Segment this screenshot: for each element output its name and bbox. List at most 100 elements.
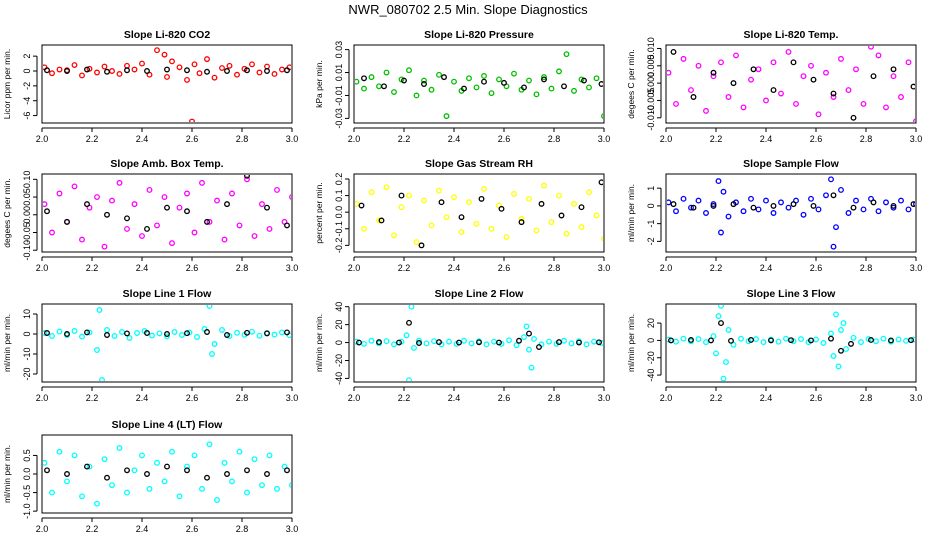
data-point-selected bbox=[358, 202, 365, 209]
panel-title: Slope Line 4 (LT) Flow bbox=[112, 419, 223, 431]
data-point-selected bbox=[224, 68, 230, 74]
data-point-selected bbox=[104, 474, 110, 481]
data-point bbox=[43, 201, 48, 208]
x-tick-label: 2.8 bbox=[548, 263, 561, 273]
plot-frame bbox=[665, 44, 917, 124]
data-point-selected bbox=[598, 81, 603, 87]
x-tick-label: 2.2 bbox=[398, 134, 411, 144]
x-tick-label: 2.2 bbox=[398, 393, 411, 403]
data-point bbox=[416, 337, 422, 344]
data-point bbox=[556, 192, 562, 199]
data-point bbox=[221, 459, 228, 466]
plot-frame bbox=[353, 44, 605, 124]
data-point-selected bbox=[790, 59, 797, 66]
y-tick-label: 40 bbox=[334, 302, 344, 312]
data-point-selected bbox=[284, 467, 290, 474]
points-layer bbox=[43, 305, 291, 381]
data-point bbox=[154, 459, 160, 466]
x-tick-label: 2.8 bbox=[860, 393, 873, 403]
panel-8: Slope Line 2 Flow 2.0 2.2 2.4 2.6 2.8 3.0 -40 -2… bbox=[314, 288, 610, 403]
data-point bbox=[568, 340, 575, 347]
data-point bbox=[443, 214, 450, 221]
plot-frame bbox=[41, 173, 293, 253]
data-point bbox=[411, 344, 417, 351]
data-point-selected bbox=[538, 200, 545, 207]
data-point-selected bbox=[124, 215, 130, 222]
data-point bbox=[169, 58, 175, 65]
data-point-selected bbox=[406, 319, 412, 326]
data-point bbox=[838, 55, 844, 62]
data-point bbox=[131, 66, 138, 73]
panel-3: Slope Li-820 Temp. 2.0 2.2 2.4 2.6 2.8 3.0 -0.0… bbox=[626, 29, 922, 144]
data-point bbox=[548, 219, 555, 226]
data-point bbox=[431, 338, 437, 345]
y-axis-label: ml/min per min. bbox=[626, 184, 636, 242]
data-point-selected bbox=[748, 337, 754, 343]
data-point bbox=[860, 206, 867, 213]
x-tick-label: 2.2 bbox=[86, 393, 99, 403]
data-point bbox=[903, 337, 909, 344]
data-point bbox=[139, 60, 145, 67]
y-tick-label: 0 bbox=[646, 203, 656, 208]
panel-6: Slope Sample Flow 2.0 2.2 2.4 2.6 2.8 3.0 -2 -1 0… bbox=[626, 158, 922, 273]
panel-title: Slope Amb. Box Temp. bbox=[110, 158, 223, 170]
data-point bbox=[169, 448, 175, 455]
data-point-selected bbox=[164, 463, 170, 470]
data-point bbox=[161, 51, 168, 58]
plot-frame bbox=[41, 434, 293, 514]
data-point bbox=[890, 73, 897, 80]
x-tick-label: 3.0 bbox=[910, 393, 923, 403]
x-tick-label: 2.6 bbox=[498, 393, 511, 403]
data-point bbox=[199, 179, 205, 186]
plot-frame bbox=[41, 44, 293, 124]
data-point bbox=[109, 197, 115, 204]
data-point bbox=[815, 206, 822, 213]
data-point bbox=[266, 452, 273, 459]
y-tick-label: 0.0 bbox=[334, 206, 344, 219]
data-point bbox=[406, 377, 412, 381]
x-tick-label: 2.2 bbox=[86, 524, 99, 534]
data-point-selected bbox=[828, 335, 834, 342]
data-point bbox=[725, 213, 732, 220]
data-point-selected bbox=[750, 66, 757, 73]
data-point bbox=[703, 210, 709, 216]
data-point bbox=[256, 69, 263, 76]
data-point bbox=[905, 59, 912, 66]
y-tick-label: 20 bbox=[646, 318, 656, 328]
data-point bbox=[101, 243, 108, 250]
y-axis-label: Licor ppm per min. bbox=[2, 49, 12, 119]
x-tick-label: 2.0 bbox=[36, 393, 49, 403]
data-point bbox=[413, 92, 420, 99]
data-point bbox=[413, 239, 420, 245]
data-point-selected bbox=[144, 68, 150, 74]
data-point bbox=[86, 463, 93, 470]
data-point bbox=[408, 305, 415, 310]
data-point bbox=[96, 307, 103, 313]
x-tick-label: 2.8 bbox=[860, 134, 873, 144]
y-tick-label: -0.005 bbox=[646, 88, 656, 114]
data-point bbox=[94, 500, 100, 507]
y-tick-label: -4 bbox=[22, 97, 32, 105]
x-tick-label: 3.0 bbox=[598, 134, 611, 144]
plot-frame bbox=[665, 303, 917, 383]
data-point-selected bbox=[718, 320, 724, 327]
data-point bbox=[473, 84, 480, 91]
panel-title: Slope Li-820 CO2 bbox=[124, 29, 211, 41]
panel-title: Slope Li-820 Temp. bbox=[744, 29, 839, 41]
data-point-selected bbox=[670, 201, 677, 208]
panel-title: Slope Line 3 Flow bbox=[747, 288, 837, 300]
data-point bbox=[259, 482, 265, 489]
y-tick-label: -2 bbox=[646, 237, 656, 245]
data-point bbox=[593, 212, 600, 219]
data-point-selected bbox=[104, 211, 110, 218]
data-point-selected bbox=[728, 337, 734, 344]
x-tick-label: 2.2 bbox=[710, 263, 723, 273]
data-point bbox=[161, 478, 168, 485]
data-point bbox=[176, 204, 183, 211]
data-point bbox=[673, 100, 679, 107]
y-tick-label: 0.5 bbox=[22, 449, 32, 462]
y-axis-label: ml/min per min. bbox=[2, 314, 12, 372]
y-tick-label: -0.10 bbox=[22, 240, 32, 261]
data-point bbox=[206, 305, 213, 309]
data-point bbox=[64, 478, 70, 485]
